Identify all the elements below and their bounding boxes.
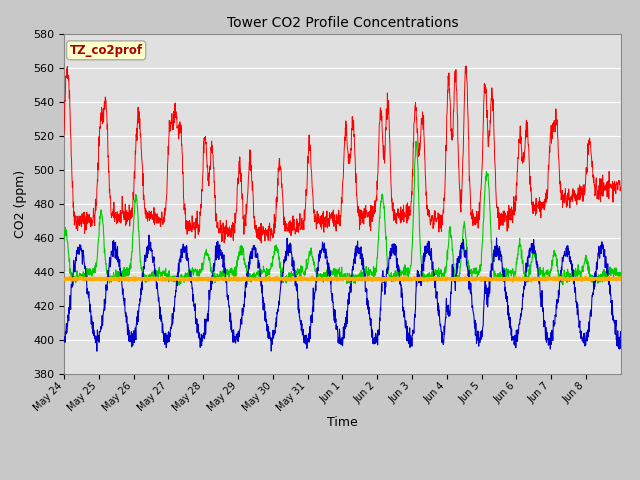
- Y-axis label: CO2 (ppm): CO2 (ppm): [15, 170, 28, 238]
- X-axis label: Time: Time: [327, 416, 358, 429]
- Text: TZ_co2prof: TZ_co2prof: [70, 44, 143, 57]
- Title: Tower CO2 Profile Concentrations: Tower CO2 Profile Concentrations: [227, 16, 458, 30]
